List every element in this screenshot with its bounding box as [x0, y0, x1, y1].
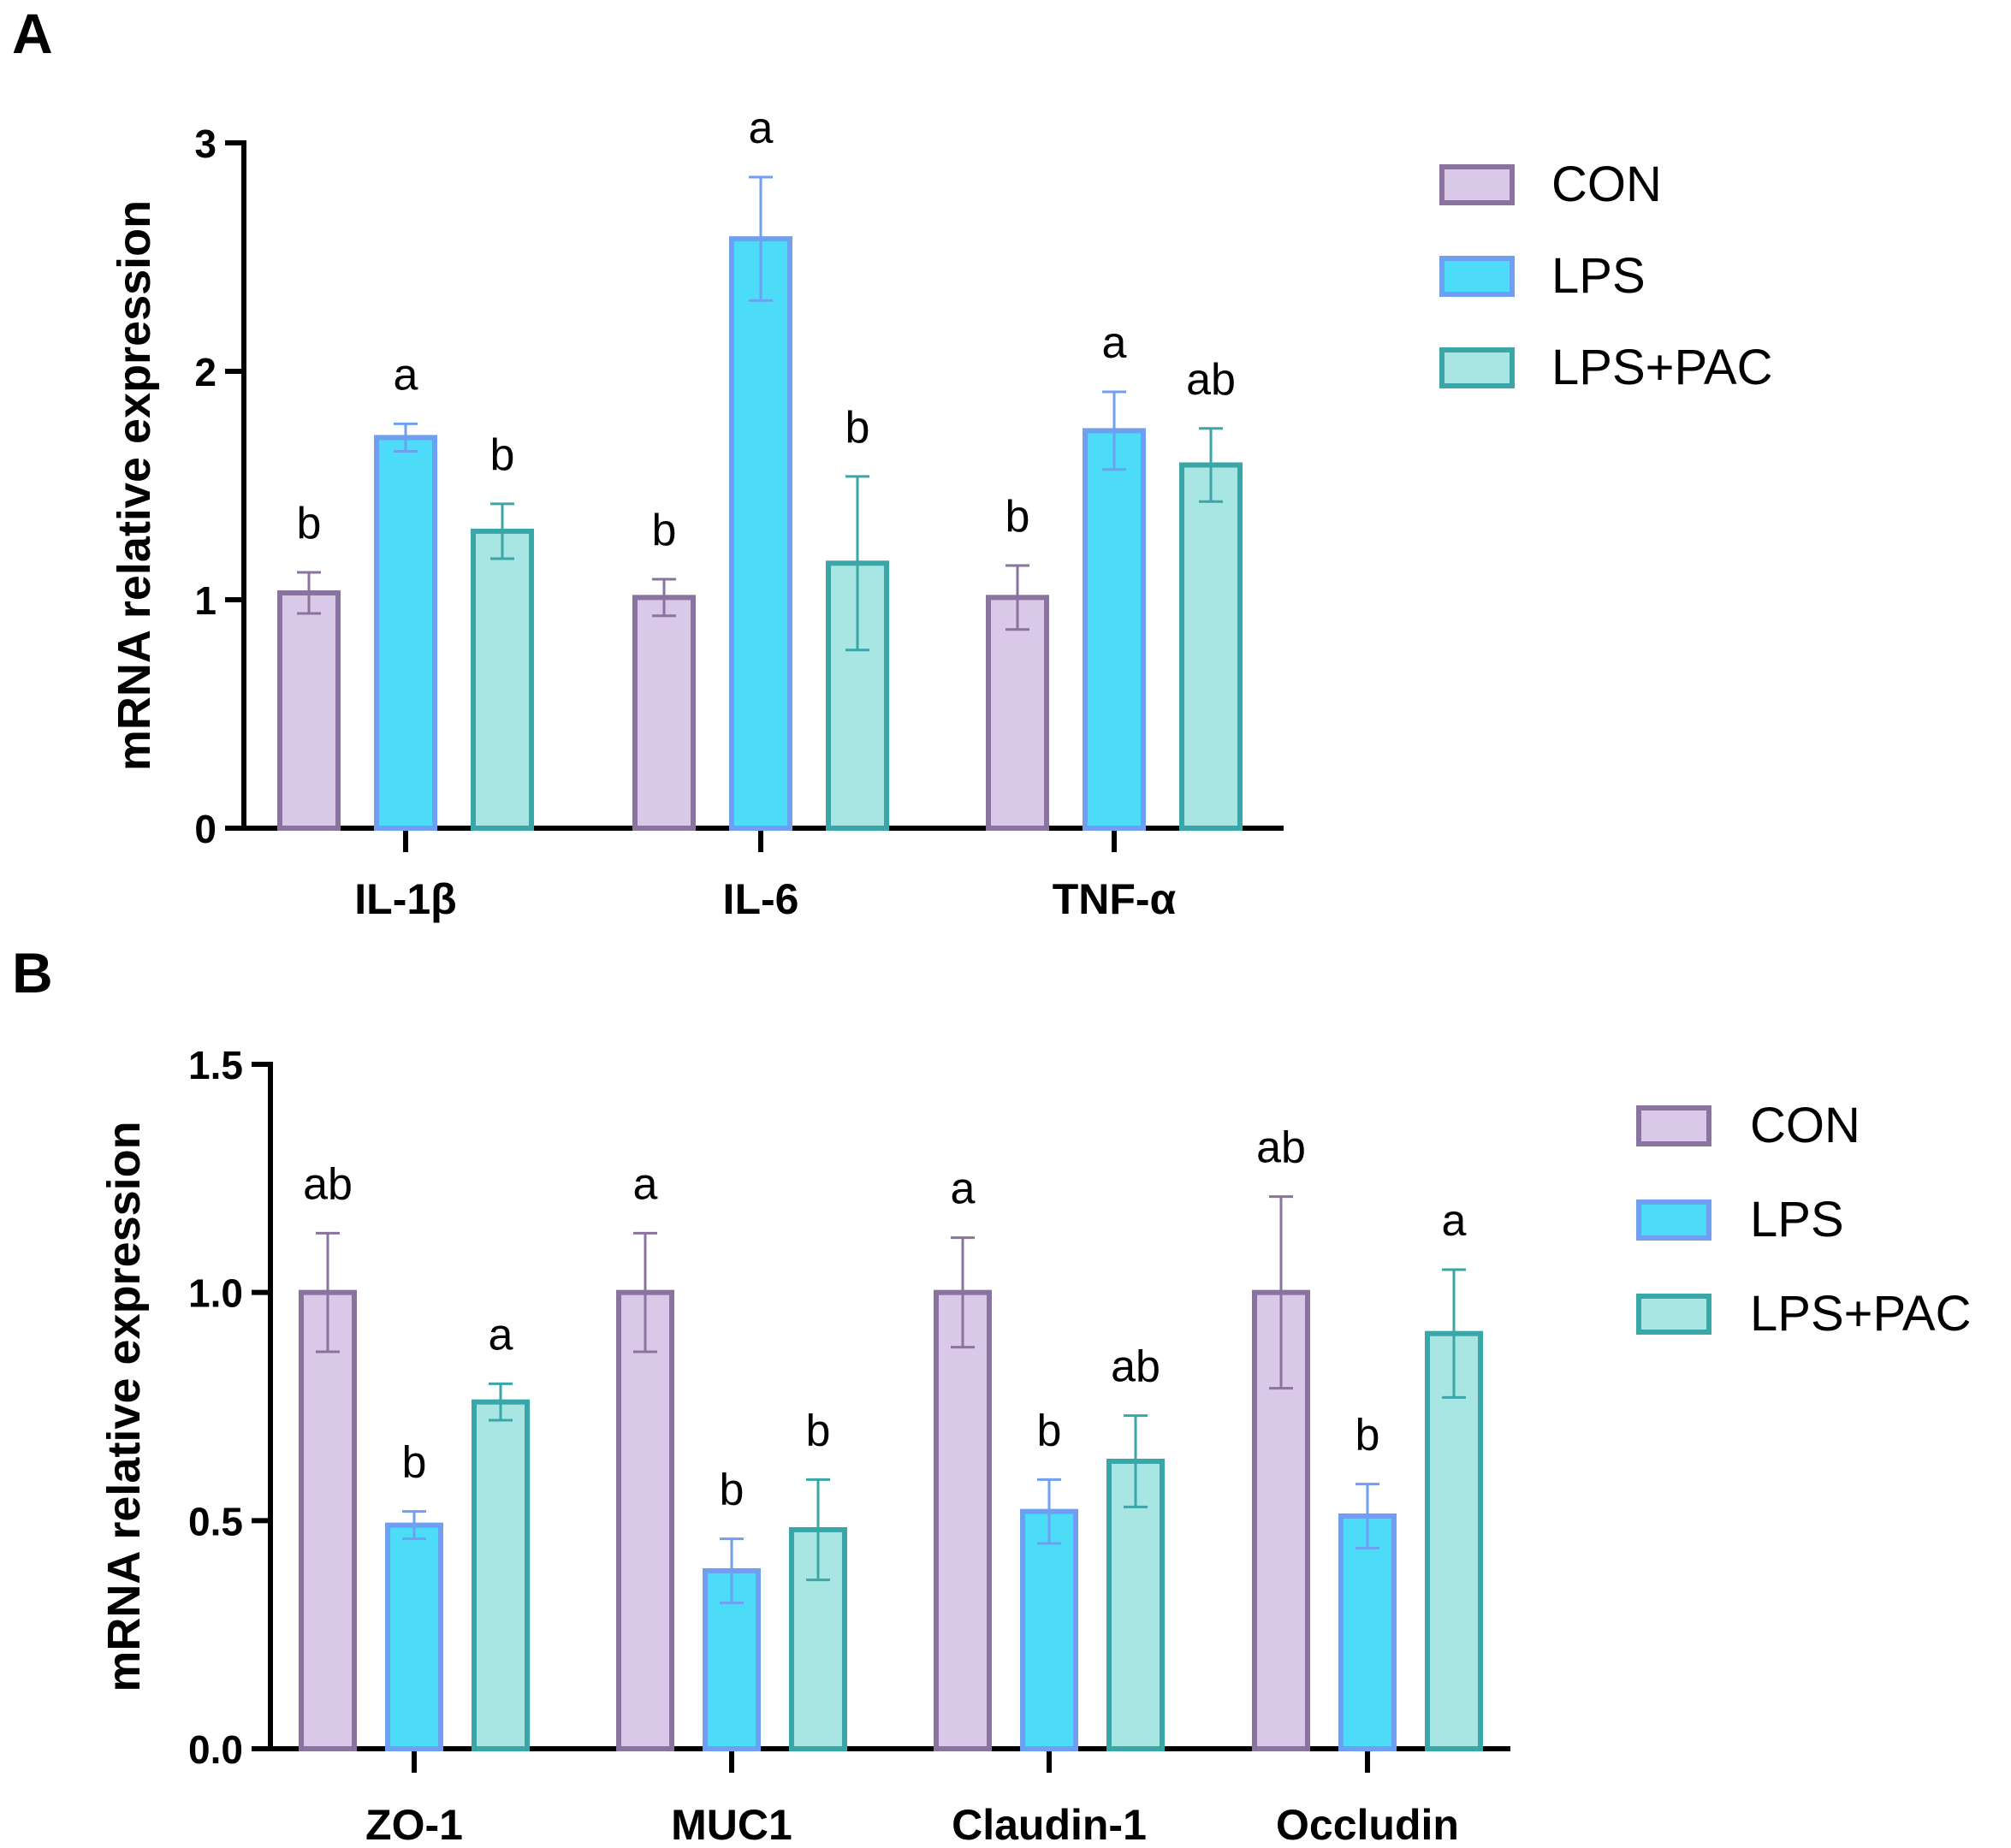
chart-b: 0.0 0.5 1.0 1.5 mRNA relative expression ZO-1… [98, 1043, 1971, 1848]
bar [471, 528, 534, 832]
x-category-label: Occludin [1276, 1801, 1459, 1848]
bar [632, 595, 696, 832]
legend-swatch [1439, 164, 1515, 205]
significance-letter: ab [1256, 1123, 1306, 1173]
x-category-label: Claudin-1 [952, 1801, 1147, 1848]
bar [616, 1289, 674, 1751]
significance-letter: b [1006, 492, 1030, 542]
bar [385, 1522, 443, 1751]
significance-letter: b [806, 1406, 831, 1455]
y-tick-label: 0.0 [188, 1727, 243, 1772]
bar [277, 589, 341, 831]
y-axis-label: mRNA relative expression [98, 1121, 150, 1691]
y-tick-label: 0.5 [188, 1499, 243, 1543]
bar [1083, 428, 1146, 831]
legend-swatch [1439, 256, 1515, 297]
y-tick-label: 1.5 [188, 1043, 243, 1087]
bar [1179, 462, 1243, 831]
y-tick-label: 1 [194, 578, 217, 623]
legend-swatch [1439, 347, 1515, 388]
significance-letter: a [394, 350, 418, 400]
significance-letter: b [845, 403, 870, 453]
legend-label: CON [1750, 1098, 1860, 1153]
legend-label: CON [1551, 157, 1662, 212]
y-tick-label: 0 [194, 807, 217, 851]
significance-letter: b [297, 499, 322, 548]
significance-letter: b [402, 1438, 427, 1488]
significance-letter: a [1102, 318, 1127, 368]
x-category-label: IL-1β [354, 875, 456, 923]
significance-letter: b [1355, 1411, 1380, 1460]
bar [299, 1289, 357, 1751]
bar [789, 1527, 847, 1751]
significance-letter: b [1037, 1406, 1062, 1455]
axes [268, 1062, 1510, 1751]
significance-letter: ab [1111, 1342, 1160, 1392]
x-category-label: MUC1 [671, 1801, 792, 1848]
significance-letter: a [489, 1310, 513, 1359]
significance-letter: a [749, 104, 774, 153]
bar [934, 1289, 992, 1751]
legend-swatch [1636, 1294, 1711, 1335]
panel-label-a: A [12, 2, 53, 65]
x-category-label: IL-6 [723, 875, 799, 923]
x-category-label: ZO-1 [365, 1801, 463, 1848]
x-category-label: TNF-α [1053, 875, 1177, 923]
y-tick-label: 1.0 [188, 1271, 243, 1316]
y-tick-label: 3 [194, 121, 217, 166]
bar [374, 435, 437, 831]
y-axis-label: mRNA relative expression [109, 200, 160, 771]
significance-letter: b [652, 506, 677, 555]
panel-label-b: B [12, 941, 53, 1004]
legend-label: LPS+PAC [1750, 1286, 1971, 1342]
legend-label: LPS+PAC [1551, 340, 1772, 395]
significance-letter: a [633, 1159, 658, 1209]
significance-letter: b [490, 430, 515, 480]
significance-letter: ab [303, 1159, 353, 1209]
bar [1338, 1513, 1397, 1751]
significance-letter: b [720, 1466, 744, 1515]
significance-letter: a [1442, 1196, 1467, 1246]
bar [729, 236, 792, 831]
y-tick-label: 2 [194, 350, 217, 394]
bar [1020, 1508, 1078, 1751]
legend-swatch [1636, 1105, 1711, 1146]
bar [472, 1399, 530, 1751]
legend-swatch [1636, 1199, 1711, 1241]
bar [1252, 1289, 1310, 1751]
bar [986, 595, 1049, 832]
significance-letter: a [951, 1164, 976, 1214]
significance-letter: ab [1186, 355, 1236, 405]
legend-label: LPS [1750, 1192, 1844, 1247]
legend-label: LPS [1551, 248, 1646, 304]
